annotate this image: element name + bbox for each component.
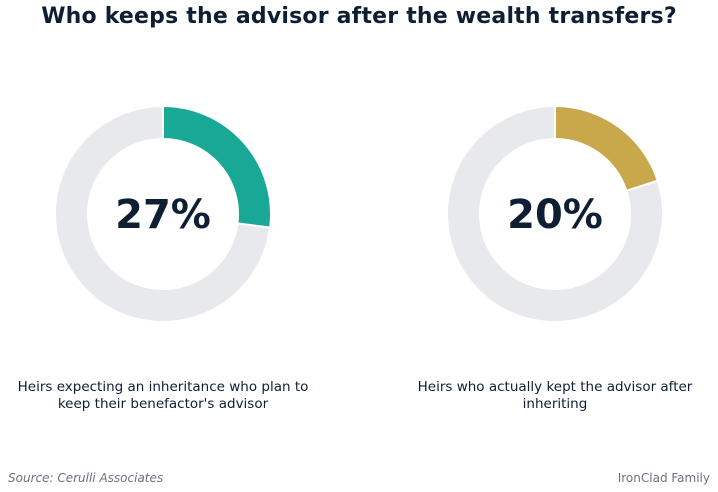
donut-segment-right [554,104,659,193]
donut-center-label-left: 27% [115,192,211,238]
chart-title: Who keeps the advisor after the wealth t… [41,4,677,29]
chart-caption-left: Heirs expecting an inheritance who plan … [17,379,309,412]
source-note: Source: Cerulli Associates [8,471,164,485]
donut-remainder-left [54,104,272,323]
donut-remainder-right [446,104,664,323]
brand-label: IronClad Family [617,471,710,485]
donut-center-label-right: 20% [507,192,603,238]
donut-segment-left [162,104,272,229]
chart-caption-right: Heirs who actually kept the advisor afte… [417,379,693,412]
